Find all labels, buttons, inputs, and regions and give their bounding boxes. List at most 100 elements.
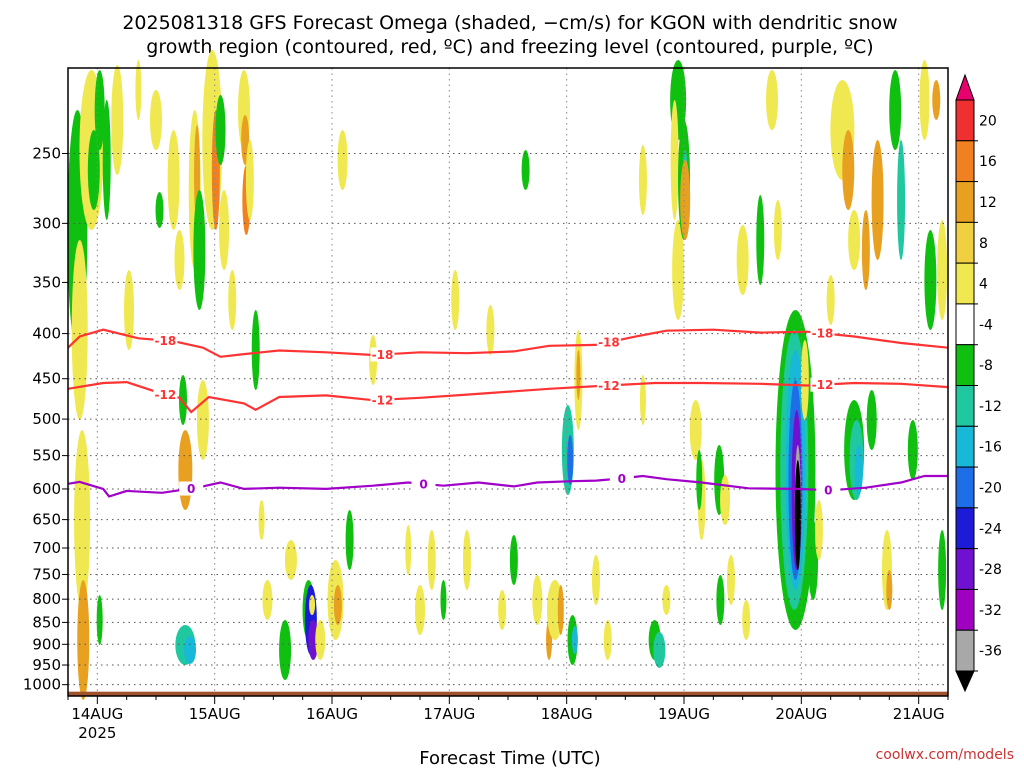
colorbar-bottom-arrow	[955, 670, 975, 693]
y-tick-label: 800	[32, 590, 61, 608]
temperature-contours: -18 -18 -18 -18 -12 -12 -12 -12 0 0 0 0	[67, 326, 949, 498]
colorbar-label: -32	[979, 603, 1002, 619]
colorbar-label: -20	[979, 480, 1002, 496]
omega-cell	[228, 270, 237, 330]
x-tick-label: 17AUG	[423, 705, 475, 723]
omega-cell	[427, 530, 436, 590]
contour-label-bg	[179, 481, 204, 496]
omega-cell	[102, 100, 111, 220]
omega-colorbar: 20 16 12 8 4 -4 -8 -12 -16 -20 -24 -28 -32 -36	[955, 73, 1002, 693]
omega-cell	[736, 225, 749, 295]
colorbar-swatch	[955, 385, 975, 427]
colorbar-label: -16	[979, 440, 1002, 456]
omega-cell	[924, 230, 937, 330]
contour-label: -12	[155, 388, 177, 402]
omega-cell	[680, 160, 691, 240]
omega-cell	[215, 95, 226, 165]
contour-label-bg	[370, 392, 395, 407]
x-tick-label: 15AUG	[189, 705, 241, 723]
omega-cell	[315, 620, 326, 660]
y-tick-label: 350	[32, 273, 61, 291]
colorbar-label: -28	[979, 562, 1002, 578]
omega-cell	[766, 70, 778, 130]
x-tick-label: 16AUG	[306, 705, 358, 723]
omega-cell	[135, 60, 142, 120]
omega-cell	[440, 580, 447, 620]
omega-cell	[174, 230, 185, 290]
omega-cell	[509, 535, 518, 585]
omega-cell	[756, 195, 765, 285]
x-tick-label: 19AUG	[658, 705, 710, 723]
omega-cell	[521, 150, 530, 190]
y-tick-label: 750	[32, 565, 61, 583]
omega-cell	[773, 200, 782, 260]
omega-cell	[826, 275, 835, 325]
omega-cell	[720, 475, 731, 525]
colorbar-label: 12	[979, 195, 997, 211]
colorbar-swatch	[955, 140, 975, 183]
omega-cell	[907, 420, 918, 480]
omega-cell	[308, 620, 319, 660]
omega-cell	[567, 435, 574, 485]
colorbar-swatch	[955, 588, 975, 631]
omega-cell	[603, 620, 612, 660]
omega-cell	[219, 190, 230, 270]
y-tick-label: 500	[32, 410, 61, 428]
y-tick-label: 600	[32, 480, 61, 498]
omega-cell	[716, 575, 725, 625]
omega-cell	[871, 140, 884, 260]
omega-cell	[498, 590, 507, 630]
omega-cell	[889, 70, 902, 150]
colorbar-top-arrow	[955, 73, 975, 101]
x-tick-label: 18AUG	[541, 705, 593, 723]
contour-label: -12	[812, 378, 834, 392]
colorbar-swatch	[955, 425, 975, 468]
omega-cell	[462, 530, 471, 590]
omega-cell	[74, 430, 91, 610]
contour-label-bg	[153, 333, 178, 348]
omega-cell	[193, 190, 206, 310]
colorbar-label: -4	[979, 317, 993, 333]
x-tick-label: 14AUG	[71, 705, 123, 723]
colorbar-label: 16	[979, 154, 997, 170]
omega-cell	[794, 460, 801, 570]
contour-label-bg	[816, 483, 841, 498]
omega-cell	[638, 145, 647, 215]
x-tick-sublabel: 2025	[78, 724, 116, 742]
omega-cell	[897, 140, 906, 260]
colorbar-label: -24	[979, 521, 1002, 537]
grid-lines	[68, 68, 948, 696]
y-tick-label: 950	[32, 656, 61, 674]
y-tick-label: 850	[32, 613, 61, 631]
credit-link[interactable]: coolwx.com/models	[876, 747, 1014, 763]
y-tick-label: 900	[32, 635, 61, 653]
y-tick-label: 650	[32, 511, 61, 529]
omega-cell	[742, 600, 751, 640]
omega-cell	[919, 60, 930, 140]
y-tick-label: 550	[32, 447, 61, 465]
omega-cell	[284, 540, 297, 580]
contour-label: -18	[812, 327, 834, 341]
colorbar-label: -36	[979, 644, 1002, 660]
contour-label: 0	[419, 477, 427, 491]
omega-cell	[938, 530, 947, 610]
pressure-axis: 250 300 350 400 450 500 550 600 650 700 750 800 850 9…	[23, 144, 68, 694]
omega-cell	[670, 100, 679, 220]
contour-label: 0	[187, 482, 195, 496]
omega-cell	[150, 90, 162, 150]
contour-label: -18	[155, 334, 177, 348]
omega-cell	[178, 430, 193, 510]
omega-cell	[87, 130, 100, 210]
omega-cell	[672, 220, 685, 320]
colorbar-swatch	[955, 629, 975, 672]
contour-line	[67, 474, 948, 498]
colorbar-swatch	[955, 344, 975, 387]
colorbar-label: -12	[979, 399, 1002, 415]
omega-cell	[662, 585, 671, 615]
ground-band	[68, 691, 948, 696]
colorbar-label: -8	[979, 358, 993, 374]
omega-cell	[184, 636, 197, 664]
omega-cell	[251, 310, 260, 390]
omega-cell	[639, 375, 646, 425]
